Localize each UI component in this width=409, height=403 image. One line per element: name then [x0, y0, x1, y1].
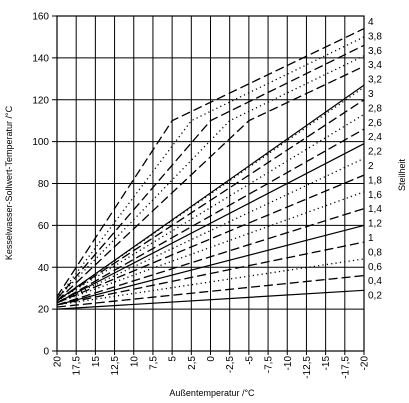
steilheit-label-2: 2 — [368, 161, 374, 172]
steilheit-label-0-2: 0,2 — [368, 291, 382, 302]
y-tick-label-7: 140 — [32, 53, 49, 64]
steilheit-labels: 0,2 0,4 0,6 0,8 1 1,2 1,4 1,6 1,8 2 2,2 2,4 2,6 2,8 3 3… — [368, 17, 382, 302]
steilheit-label-3: 3 — [368, 89, 374, 100]
curve-2-4 — [56, 113, 365, 302]
steilheit-label-2-8: 2,8 — [368, 103, 382, 114]
steilheit-label-4: 4 — [368, 17, 374, 28]
x-tick-label-10: -5 — [244, 356, 255, 365]
x-tick-label-9: -2,5 — [225, 356, 236, 374]
steilheit-label-2-4: 2,4 — [368, 132, 382, 143]
y-tick-label-8: 160 — [32, 12, 49, 23]
curve-1-8 — [56, 157, 365, 304]
steilheit-label-0-8: 0,8 — [368, 247, 382, 258]
steilheit-label-3-6: 3,6 — [368, 46, 382, 57]
x-tick-label-12: -10 — [283, 356, 294, 371]
y-axis-title: Kesselwasser-Sollwert-Temperatur /°C — [4, 105, 14, 260]
steilheit-label-2-6: 2,6 — [368, 118, 382, 129]
x-tick-label-4: 10 — [129, 356, 140, 368]
curve-3 — [56, 84, 365, 302]
x-axis-title: Außentemperatur /°C — [169, 388, 255, 398]
x-tick-label-0: 20 — [53, 356, 64, 368]
curve-2-6 — [56, 99, 365, 302]
x-axis-ticks: 20 17,5 15 12,5 10 7,5 5 2,5 0 -2,5 -5 -7,5 -10 -12,5… — [53, 351, 371, 379]
steilheit-label-1-6: 1,6 — [368, 190, 382, 201]
curve-3-6 — [56, 44, 365, 300]
curve-4 — [56, 28, 365, 297]
curve-1-4 — [56, 191, 365, 304]
curve-1 — [56, 224, 365, 306]
curve-1-6 — [56, 174, 365, 304]
curve-1-2 — [56, 207, 365, 306]
y-tick-label-4: 80 — [38, 179, 50, 190]
y2-axis-title: Steilheit — [397, 158, 407, 191]
x-tick-label-14: -15 — [321, 356, 332, 371]
y-tick-label-0: 0 — [43, 347, 49, 358]
curves — [56, 28, 365, 310]
x-tick-label-15: -17,5 — [340, 356, 351, 379]
y-tick-label-6: 120 — [32, 95, 49, 106]
curve-0-2 — [56, 289, 365, 310]
y-tick-label-3: 60 — [38, 221, 50, 232]
curve-0-8 — [56, 241, 365, 306]
y-tick-label-5: 100 — [32, 137, 49, 148]
y-tick-label-2: 40 — [38, 263, 50, 274]
steilheit-label-1: 1 — [368, 233, 374, 244]
x-tick-label-16: -20 — [360, 356, 371, 371]
steilheit-label-1-4: 1,4 — [368, 204, 382, 215]
x-tick-label-3: 12,5 — [110, 356, 121, 376]
x-tick-label-6: 5 — [168, 356, 179, 362]
x-tick-label-8: 0 — [206, 356, 217, 362]
x-tick-label-5: 7,5 — [148, 356, 159, 370]
x-tick-label-11: -7,5 — [264, 356, 275, 374]
steilheit-label-1-2: 1,2 — [368, 219, 382, 230]
steilheit-label-1-8: 1,8 — [368, 175, 382, 186]
steilheit-label-3-4: 3,4 — [368, 60, 382, 71]
y-tick-label-1: 20 — [38, 305, 50, 316]
x-tick-label-2: 15 — [91, 356, 102, 368]
curve-2 — [56, 143, 365, 304]
curve-3-2 — [56, 65, 365, 302]
steilheit-label-0-6: 0,6 — [368, 262, 382, 273]
x-tick-label-13: -12,5 — [302, 356, 313, 379]
x-tick-label-7: 2,5 — [187, 356, 198, 370]
steilheit-label-0-4: 0,4 — [368, 276, 382, 287]
curve-2-2 — [56, 128, 365, 304]
x-tick-label-1: 17,5 — [72, 356, 83, 376]
chart-grid — [56, 15, 365, 352]
steilheit-label-3-2: 3,2 — [368, 75, 382, 86]
steilheit-label-3-8: 3,8 — [368, 31, 382, 42]
y-axis-ticks: 0 20 40 60 80 100 120 140 160 — [32, 12, 57, 358]
steilheit-label-2-2: 2,2 — [368, 147, 382, 158]
